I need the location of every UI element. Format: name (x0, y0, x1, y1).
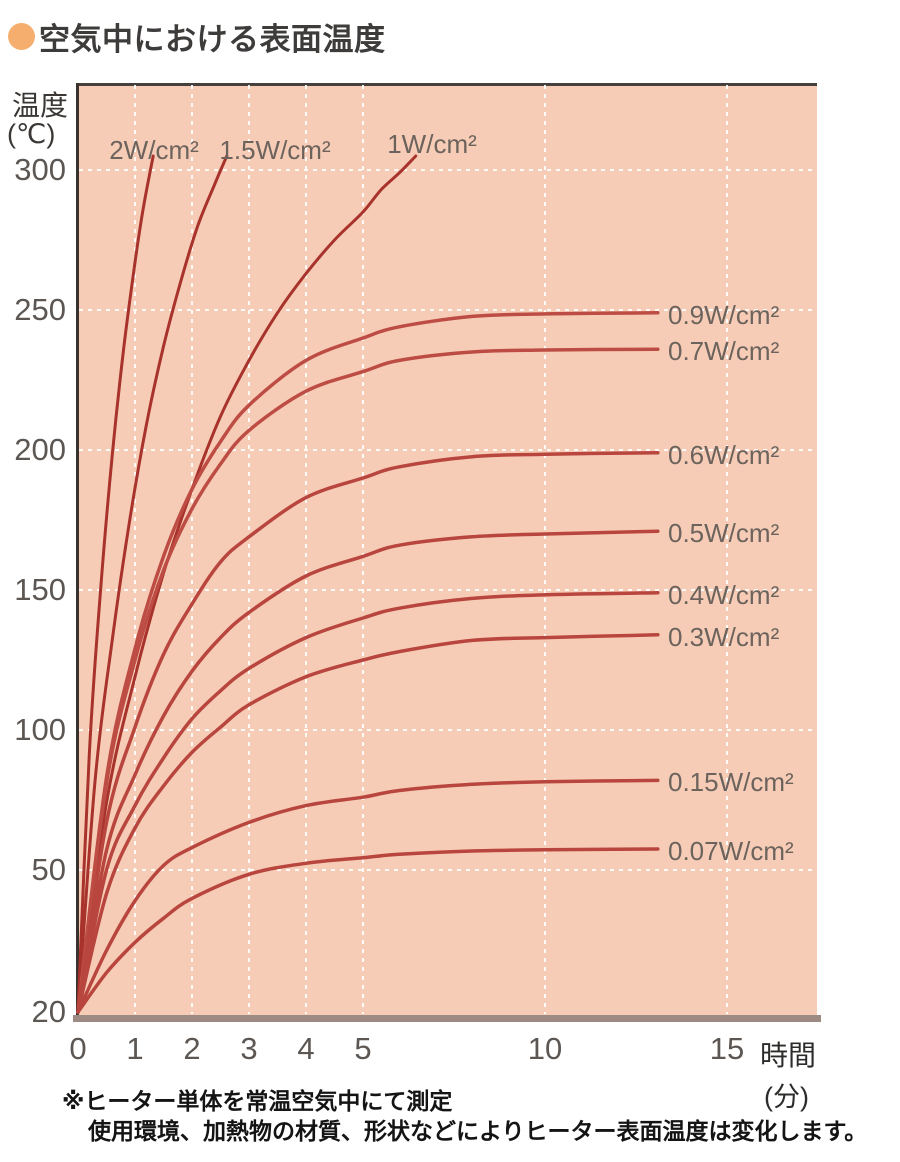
plot-area (78, 84, 817, 1015)
curve-label-1w: 1W/cm² (387, 129, 477, 159)
footnote-line1: ※ヒーター単体を常温空気中にて測定 (62, 1088, 453, 1114)
curve-label-0.3w: 0.3W/cm² (668, 621, 780, 652)
x-tick-label-0: 0 (69, 1031, 87, 1066)
x-tick-label-4: 4 (297, 1031, 315, 1066)
curve-label-1.5w: 1.5W/cm² (219, 135, 331, 165)
x-axis-line (73, 1015, 821, 1022)
curve-label-0.9w: 0.9W/cm² (668, 299, 780, 330)
curve-label-0.4w: 0.4W/cm² (668, 579, 780, 610)
y-axis-line (76, 83, 79, 1015)
x-tick-label-5: 5 (354, 1031, 372, 1066)
curve-label-0.07w: 0.07W/cm² (668, 836, 794, 866)
y-tick-label-20: 20 (31, 994, 66, 1029)
page-title: 空気中における表面温度 (39, 22, 386, 57)
y-tick-label-200: 200 (14, 432, 66, 467)
page-title-row: 空気中における表面温度 (8, 14, 386, 59)
curve-label-0.15w: 0.15W/cm² (668, 767, 794, 798)
curve-label-0.6w: 0.6W/cm² (668, 439, 780, 470)
y-tick-label-300: 300 (14, 152, 66, 187)
y-axis-unit: (℃) (7, 119, 56, 149)
y-tick-label-50: 50 (31, 852, 66, 887)
x-tick-label-2: 2 (183, 1031, 201, 1066)
x-axis-unit: (分) (764, 1082, 809, 1112)
y-tick-label-100: 100 (14, 712, 66, 747)
x-tick-label-10: 10 (527, 1031, 563, 1066)
footnote-line2: 使用環境、加熱物の材質、形状などによりヒーター表面温度は変化します。 (88, 1118, 868, 1144)
y-tick-label-150: 150 (14, 572, 66, 607)
plot-top-border (78, 83, 817, 86)
x-tick-label-3: 3 (240, 1031, 258, 1066)
curve-label-0.5w: 0.5W/cm² (668, 518, 780, 549)
x-axis-title: 時間 (760, 1040, 817, 1071)
x-tick-label-15: 15 (709, 1031, 745, 1066)
curve-label-0.7w: 0.7W/cm² (668, 336, 780, 367)
y-axis-title: 温度 (12, 90, 69, 121)
orange-bullet-icon (8, 23, 35, 50)
curve-label-2w: 2W/cm² (109, 135, 199, 165)
x-tick-label-1: 1 (126, 1031, 144, 1066)
y-tick-label-250: 250 (14, 292, 66, 327)
